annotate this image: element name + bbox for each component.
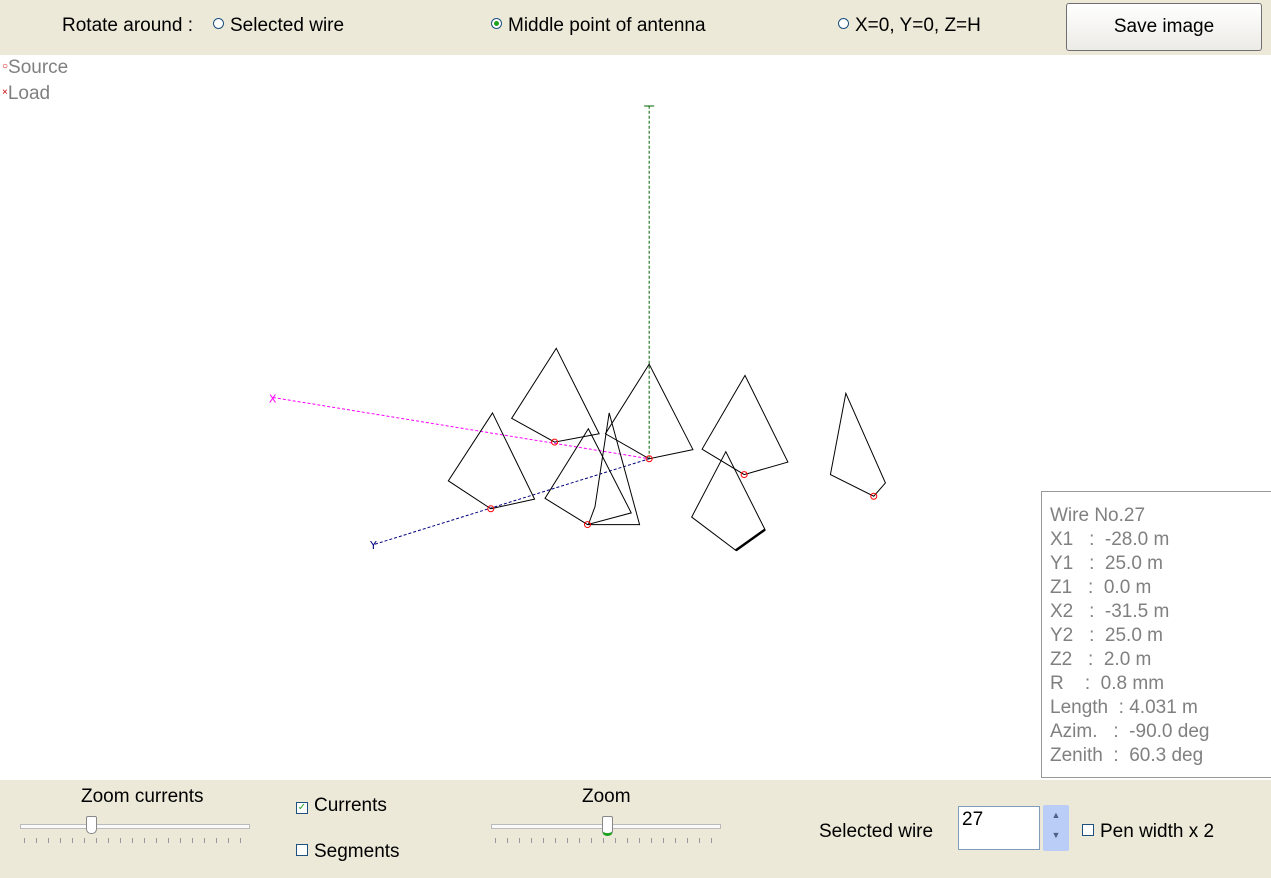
- wire-loop: [544, 427, 632, 526]
- wire-info-line: Z2 : 2.0 m: [1050, 649, 1152, 670]
- wire-loop: [701, 374, 789, 476]
- wire-title: Wire No.27: [1050, 505, 1146, 526]
- wire-loop: [587, 412, 641, 526]
- source-marker-icon: ○: [2, 61, 9, 72]
- radio-middle-point[interactable]: Middle point of antenna: [491, 15, 706, 37]
- wire-info-line: Length : 4.031 m: [1050, 697, 1198, 718]
- spin-down-icon[interactable]: ▼: [1051, 830, 1061, 840]
- source-marker: [487, 505, 495, 513]
- legend-source: ○Source: [2, 57, 68, 79]
- wire-info-line: Zenith : 60.3 deg: [1050, 745, 1204, 766]
- wire-info-line: R : 0.8 mm: [1050, 673, 1165, 694]
- legend-load: ×Load: [2, 83, 50, 105]
- wire-info-line: X2 : -31.5 m: [1050, 601, 1170, 622]
- checkbox-icon[interactable]: [1082, 824, 1094, 836]
- segments-label: Segments: [314, 841, 400, 862]
- selected-wire-spinner[interactable]: ▲ ▼: [1043, 805, 1069, 851]
- wire-info-line: X1 : -28.0 m: [1050, 529, 1170, 550]
- legend-load-label: Load: [7, 83, 51, 104]
- zoom-currents-slider[interactable]: [20, 816, 250, 846]
- pen-width-checkbox[interactable]: Pen width x 2: [1082, 821, 1214, 843]
- x-axis: [272, 397, 650, 460]
- currents-checkbox[interactable]: ✓ Currents: [296, 795, 387, 817]
- segments-checkbox[interactable]: Segments: [296, 841, 400, 863]
- wire-loop: [447, 411, 536, 510]
- radio-label: X=0, Y=0, Z=H: [855, 15, 981, 36]
- slider-thumb[interactable]: [601, 816, 613, 836]
- wire-loop: [604, 363, 694, 460]
- source-marker: [740, 471, 748, 479]
- zoom-slider[interactable]: [491, 816, 721, 846]
- selected-wire: [735, 528, 766, 552]
- checkbox-icon[interactable]: ✓: [296, 802, 308, 814]
- bottom-toolbar: Zoom currents ✓ Currents Segments Zoom Se…: [0, 780, 1271, 878]
- source-marker: [645, 455, 653, 463]
- radio-icon[interactable]: [491, 18, 502, 29]
- wire-loop: [510, 347, 600, 443]
- wire-loop: [691, 450, 766, 552]
- legend-source-label: Source: [8, 57, 69, 78]
- spin-up-icon[interactable]: ▲: [1051, 810, 1061, 820]
- checkbox-icon[interactable]: [296, 844, 308, 856]
- radio-label: Selected wire: [230, 15, 345, 36]
- currents-label: Currents: [314, 795, 387, 816]
- wire-info-panel: Wire No.27 X1 : -28.0 m Y1 : 25.0 m Z1 : 0.…: [1041, 491, 1271, 778]
- wire-info-line: Y2 : 25.0 m: [1050, 625, 1163, 646]
- radio-label: Middle point of antenna: [508, 15, 706, 36]
- source-marker: [551, 438, 559, 446]
- wire-info-line: Z1 : 0.0 m: [1050, 577, 1152, 598]
- wire-loop: [829, 391, 887, 497]
- top-toolbar: Rotate around : Selected wire Middle poi…: [0, 0, 1271, 55]
- radio-icon[interactable]: [838, 18, 849, 29]
- pen-width-label: Pen width x 2: [1100, 821, 1215, 842]
- rotate-around-label: Rotate around :: [62, 15, 193, 36]
- y-axis: [374, 458, 650, 545]
- slider-thumb[interactable]: [86, 816, 98, 834]
- zoom-label: Zoom: [582, 786, 631, 807]
- source-marker: [870, 492, 878, 500]
- zoom-currents-label: Zoom currents: [81, 786, 204, 807]
- source-marker: [584, 521, 591, 529]
- radio-icon[interactable]: [213, 18, 224, 29]
- selected-wire-input[interactable]: 27: [958, 806, 1040, 850]
- radio-origin[interactable]: X=0, Y=0, Z=H: [838, 15, 981, 37]
- selected-wire-label: Selected wire: [819, 821, 934, 842]
- radio-selected-wire[interactable]: Selected wire: [213, 15, 344, 37]
- x-axis-label: X: [269, 393, 277, 406]
- wire-info-line: Azim. : -90.0 deg: [1050, 721, 1210, 742]
- wire-info-line: Y1 : 25.0 m: [1050, 553, 1163, 574]
- antenna-view-canvas[interactable]: XY: [0, 55, 1271, 780]
- save-image-button[interactable]: Save image: [1066, 3, 1262, 51]
- load-marker-icon: ×: [2, 87, 8, 98]
- y-axis-label: Y: [369, 539, 377, 552]
